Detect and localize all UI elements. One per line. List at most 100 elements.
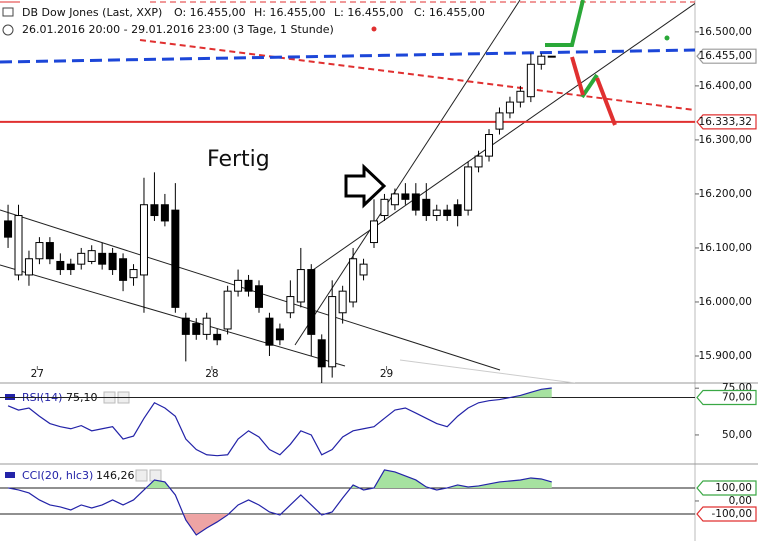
legend-swatch — [5, 472, 15, 478]
candle-body — [244, 279, 253, 292]
candle-body — [296, 269, 305, 303]
y-tick-label: 16.000,00 — [699, 296, 752, 308]
candle-body — [547, 55, 556, 58]
value-tag-label: 16.455,00 — [699, 50, 752, 62]
hand-drawing — [595, 77, 617, 126]
level-fill — [8, 469, 552, 488]
candle-body — [129, 269, 138, 279]
header-high: H: 16.455,00 — [254, 6, 325, 19]
legend-swatch — [5, 394, 15, 400]
value-tag-label: 100,00 — [715, 482, 752, 494]
candle-body — [390, 193, 399, 206]
candle-body — [307, 269, 316, 335]
candle-body — [66, 263, 75, 271]
indicator-line — [7, 387, 552, 457]
candle-body — [380, 198, 389, 217]
indicator-line — [7, 469, 552, 536]
candle-body — [422, 198, 431, 217]
candle-body — [401, 193, 410, 200]
candle-body — [87, 250, 96, 262]
trend-line — [399, 359, 576, 383]
candle-body — [516, 90, 525, 103]
candle-body — [35, 242, 44, 260]
annotation: Fertig — [207, 147, 270, 172]
y-tick-label: 16.400,00 — [699, 80, 752, 92]
arrow — [344, 163, 387, 209]
candle-body — [108, 252, 117, 271]
dot — [664, 35, 670, 41]
y-tick-label: 0,00 — [729, 495, 752, 507]
icon — [2, 24, 14, 36]
icon — [2, 7, 14, 17]
candle-body — [317, 339, 326, 368]
legend-value: 146,26 — [96, 469, 135, 482]
hand-drawing — [545, 0, 585, 47]
candle-body — [24, 258, 33, 276]
candle-body — [56, 260, 65, 271]
y-tick-label: 16.200,00 — [699, 188, 752, 200]
trend-line — [309, 2, 695, 273]
value-tag-label: -100,00 — [711, 508, 752, 520]
y-tick-label: 15.900,00 — [699, 350, 752, 362]
y-tick-label: 50,00 — [722, 429, 752, 441]
candle-body — [4, 220, 13, 238]
value-tag-label: 70,00 — [722, 392, 752, 404]
trend-line — [294, 0, 521, 346]
legend-label: CCI(20, hlc3) — [22, 469, 93, 482]
header-title: DB Dow Jones (Last, XXP) — [22, 6, 162, 19]
candle-body — [98, 252, 107, 265]
candle-body — [192, 323, 201, 335]
candle-body — [181, 317, 190, 335]
panel-button[interactable] — [149, 469, 162, 482]
trend-line — [139, 39, 695, 111]
trend-line — [0, 48, 695, 64]
dot — [371, 26, 377, 32]
candle-body — [14, 215, 23, 276]
x-tick-label: 29 — [380, 368, 393, 380]
candle-body — [537, 55, 546, 65]
y-tick-label: 16.300,00 — [699, 134, 752, 146]
candle-body — [526, 63, 535, 98]
hand-drawing — [570, 56, 585, 96]
candle-body — [328, 296, 337, 368]
candle-body — [338, 290, 347, 314]
y-tick-label: 16.100,00 — [699, 242, 752, 254]
candle-body — [443, 209, 452, 217]
candle-body — [160, 204, 169, 222]
value-tag — [696, 114, 757, 130]
candle-body — [213, 333, 222, 341]
x-tick-label: 28 — [205, 368, 218, 380]
value-tag — [696, 389, 757, 406]
candle-body — [432, 209, 441, 217]
value-tag — [696, 480, 757, 496]
header-close: C: 16.455,00 — [414, 6, 485, 19]
candle-body — [275, 328, 284, 341]
candle-body — [453, 204, 462, 217]
candle-body — [505, 101, 514, 114]
candle-body — [202, 317, 211, 335]
header-low: L: 16.455,00 — [334, 6, 403, 19]
candle-body — [254, 285, 263, 308]
header-range: 26.01.2016 20:00 - 29.01.2016 23:00 (3 T… — [22, 23, 334, 36]
candle-body — [485, 134, 494, 157]
candle-body — [223, 290, 232, 330]
value-tag — [696, 48, 757, 64]
x-tick-label: 27 — [31, 368, 44, 380]
candle-body — [359, 263, 368, 276]
panel-button[interactable] — [135, 469, 148, 482]
candle-body — [370, 220, 379, 244]
candle-body — [464, 166, 473, 211]
candle-body — [411, 193, 420, 211]
candle-body — [234, 279, 243, 292]
value-tag-label: 16.333,32 — [699, 116, 752, 128]
candle-body — [139, 204, 148, 276]
value-tag — [696, 506, 757, 522]
candle-body — [474, 155, 483, 168]
trend-line — [0, 264, 346, 367]
candle-body — [349, 258, 358, 303]
candle-body — [265, 317, 274, 346]
candle-body — [119, 258, 128, 281]
candle-body — [171, 209, 180, 308]
